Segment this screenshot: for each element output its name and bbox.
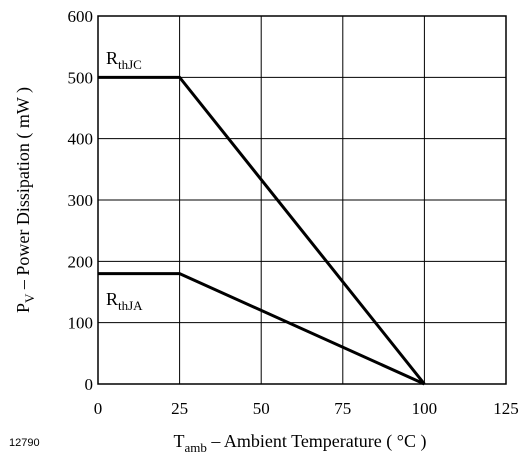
y-tick-label: 100 — [68, 314, 94, 333]
y-tick-label: 0 — [85, 375, 94, 394]
y-tick-label: 200 — [68, 252, 94, 271]
x-tick-label: 125 — [493, 399, 519, 418]
x-tick-label: 50 — [253, 399, 270, 418]
y-tick-label: 500 — [68, 68, 94, 87]
grid — [98, 16, 506, 384]
series-line-rthjc — [98, 75, 426, 385]
y-tick-label: 600 — [68, 7, 94, 26]
x-tick-label: 0 — [94, 399, 103, 418]
plot-frame — [97, 15, 507, 385]
y-tick-labels: 0 100 200 300 400 500 600 — [68, 7, 94, 394]
y-tick-label: 300 — [68, 191, 94, 210]
series-label-rthjc: RthJC — [106, 48, 142, 72]
series-label-rthja: RthJA — [106, 289, 143, 313]
figure-id: 12790 — [9, 437, 40, 449]
y-tick-label: 400 — [68, 130, 94, 149]
y-axis-title: PV – Power Dissipation ( mW ) — [13, 87, 37, 313]
series-line-rthja — [98, 272, 426, 386]
x-tick-label: 100 — [412, 399, 438, 418]
x-tick-labels: 0 25 50 75 100 125 — [94, 399, 519, 418]
x-axis-title: Tamb – Ambient Temperature ( °C ) — [174, 431, 427, 454]
x-tick-label: 25 — [171, 399, 188, 418]
x-tick-label: 75 — [334, 399, 351, 418]
series-group — [98, 75, 426, 386]
